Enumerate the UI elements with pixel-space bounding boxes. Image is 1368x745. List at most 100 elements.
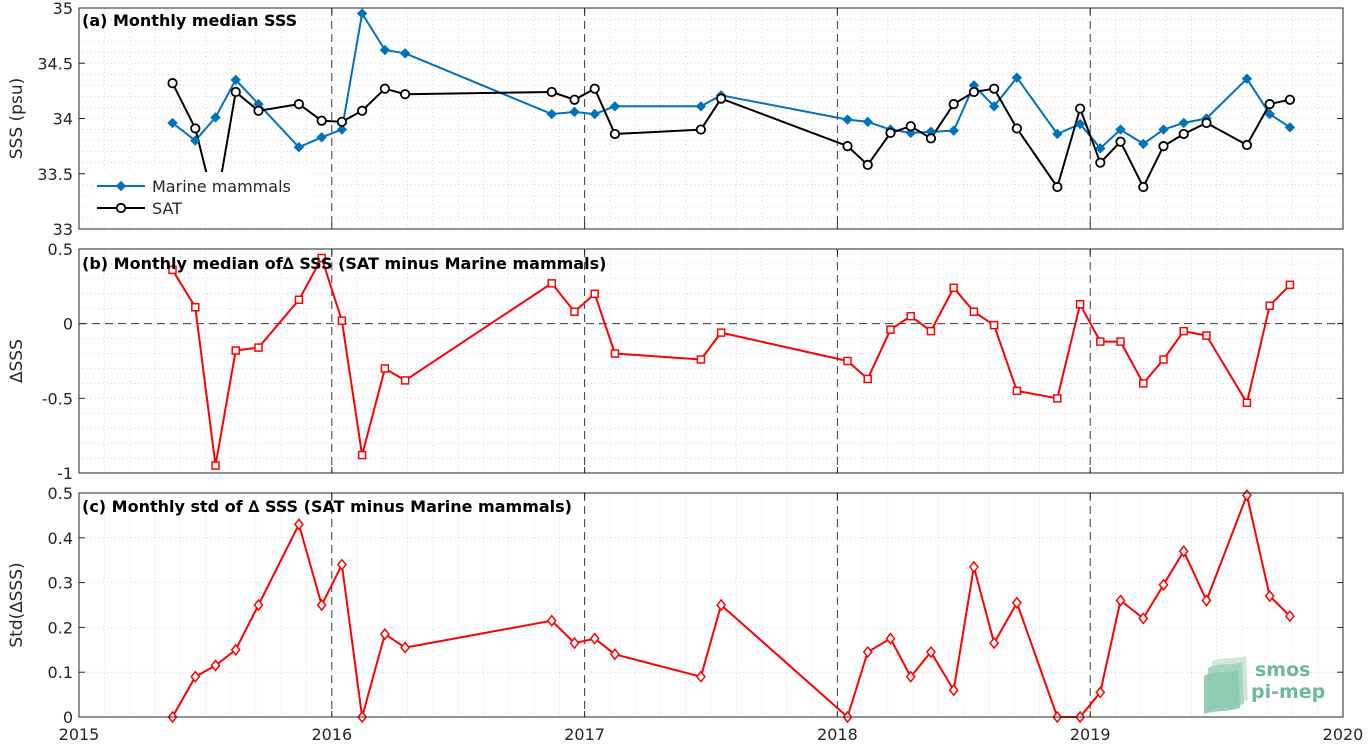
data-point bbox=[969, 307, 979, 316]
data-point bbox=[316, 598, 327, 612]
panel-a-markers bbox=[167, 8, 1296, 215]
data-point bbox=[293, 518, 304, 531]
data-point bbox=[253, 105, 264, 116]
y-tick-label: 34.5 bbox=[37, 54, 73, 73]
data-point bbox=[905, 670, 916, 683]
legend-label-sat: SAT bbox=[152, 199, 182, 218]
panel-a-series-lines bbox=[171, 12, 1291, 211]
data-point bbox=[1264, 99, 1275, 110]
data-point bbox=[1201, 117, 1212, 129]
data-point bbox=[862, 116, 873, 128]
data-point bbox=[609, 648, 620, 661]
data-point bbox=[905, 121, 916, 132]
data-point bbox=[1115, 124, 1126, 135]
data-point bbox=[989, 83, 1000, 94]
panel-b-title: (b) Monthly median of∆ SSS (SAT minus Ma… bbox=[82, 254, 606, 273]
data-point bbox=[1052, 181, 1063, 193]
data-point bbox=[399, 48, 411, 59]
data-point bbox=[316, 115, 327, 126]
data-point bbox=[190, 135, 201, 146]
data-point bbox=[569, 94, 580, 105]
series-line-1-0 bbox=[171, 257, 1291, 467]
data-point bbox=[1012, 386, 1022, 396]
panel-b: -1 -0.5 0 0.5 ∆SSS (b) Monthly median of∆ S… bbox=[7, 240, 1344, 483]
data-point bbox=[1115, 136, 1126, 147]
y-tick-label: 0.4 bbox=[48, 529, 73, 548]
data-point bbox=[1075, 300, 1085, 309]
panel-b-year-dividers bbox=[331, 249, 1091, 473]
data-point bbox=[843, 356, 852, 366]
y-tick-label: 34 bbox=[53, 110, 73, 129]
data-point bbox=[842, 141, 853, 152]
panel-a-y-ticks: 33 33.5 34 34.5 35 bbox=[37, 0, 1343, 239]
data-point bbox=[1241, 73, 1253, 84]
logo-text-pi-mep: pi-mep bbox=[1251, 681, 1325, 703]
data-point bbox=[1138, 181, 1149, 193]
data-point bbox=[716, 328, 726, 337]
data-point bbox=[253, 598, 264, 612]
data-point bbox=[862, 645, 873, 659]
data-point bbox=[1264, 108, 1275, 120]
data-point bbox=[589, 108, 600, 120]
data-point bbox=[336, 116, 348, 127]
data-point bbox=[1201, 594, 1212, 607]
panel-c-x-ticks: 2015 2016 2017 2018 2019 2020 bbox=[59, 493, 1363, 744]
data-point bbox=[231, 346, 240, 355]
data-point bbox=[926, 326, 936, 336]
data-point bbox=[1011, 72, 1023, 83]
data-point bbox=[1284, 609, 1295, 623]
x-tick-label: 2019 bbox=[1070, 725, 1111, 744]
data-point bbox=[1178, 128, 1189, 140]
panel-b-markers bbox=[168, 253, 1295, 470]
data-point bbox=[167, 117, 178, 129]
panel-b-series-lines bbox=[171, 257, 1291, 467]
data-point bbox=[400, 376, 410, 385]
data-point bbox=[1178, 117, 1189, 129]
series-line-2-0 bbox=[171, 494, 1291, 718]
panel-c-axes-box bbox=[78, 492, 1344, 718]
smos-pi-mep-logo: smos pi-mep bbox=[1204, 656, 1325, 714]
data-point bbox=[695, 101, 707, 112]
panel-b-x-ticks bbox=[78, 249, 1344, 473]
legend-label-marine-mammals: Marine mammals bbox=[152, 177, 291, 196]
data-point bbox=[1265, 301, 1274, 310]
data-point bbox=[293, 142, 305, 153]
y-tick-label: 0 bbox=[63, 708, 73, 727]
y-tick-label: 33.5 bbox=[37, 165, 73, 184]
data-point bbox=[190, 670, 201, 683]
data-point bbox=[1011, 123, 1022, 134]
data-point bbox=[609, 128, 621, 140]
logo-text-smos: smos bbox=[1255, 659, 1310, 681]
data-point bbox=[1011, 596, 1022, 609]
data-point bbox=[988, 101, 1000, 112]
data-point bbox=[167, 78, 178, 89]
panel-a-y-axis-label: SSS (psu) bbox=[7, 78, 27, 159]
data-point bbox=[190, 123, 201, 134]
data-point bbox=[294, 295, 304, 305]
data-point bbox=[546, 86, 557, 98]
data-point bbox=[357, 105, 368, 116]
x-tick-label: 2018 bbox=[817, 725, 858, 744]
data-point bbox=[989, 320, 999, 330]
legend-marker-marine-mammals bbox=[115, 180, 127, 192]
data-point bbox=[547, 279, 556, 288]
data-point bbox=[230, 74, 241, 86]
data-point bbox=[862, 159, 873, 171]
data-point bbox=[336, 124, 348, 135]
data-point bbox=[716, 598, 727, 612]
data-point bbox=[1138, 612, 1149, 625]
y-tick-label: 0.1 bbox=[48, 663, 73, 682]
data-point bbox=[1115, 594, 1126, 607]
legend: Marine mammals SAT bbox=[92, 172, 314, 222]
panel-b-grid bbox=[79, 249, 1343, 473]
data-point bbox=[695, 670, 706, 683]
data-point bbox=[989, 636, 1000, 650]
logo-waves-icon bbox=[1204, 656, 1248, 714]
data-point bbox=[210, 112, 221, 123]
data-point bbox=[1264, 589, 1275, 603]
data-point bbox=[254, 343, 263, 352]
data-point bbox=[1074, 118, 1086, 130]
data-point bbox=[1052, 128, 1063, 140]
data-point bbox=[546, 108, 557, 120]
